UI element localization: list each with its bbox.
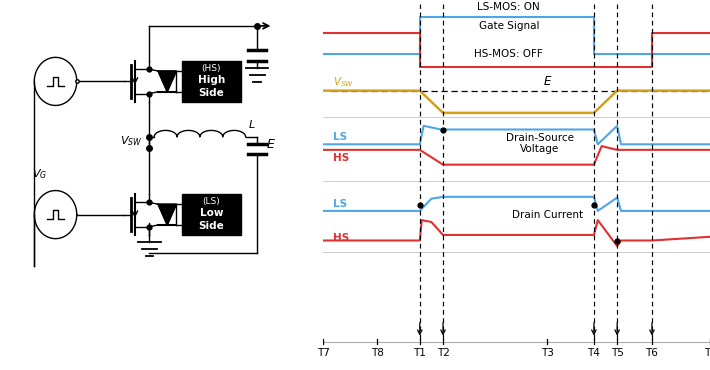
Text: $V_{SW}$: $V_{SW}$ xyxy=(120,134,143,148)
Text: E: E xyxy=(267,138,275,151)
Text: (HS): (HS) xyxy=(202,64,221,73)
Text: T3: T3 xyxy=(541,348,554,358)
Text: T7: T7 xyxy=(704,348,710,358)
Text: Gate Signal: Gate Signal xyxy=(479,21,539,31)
Text: T6: T6 xyxy=(645,348,658,358)
Text: T5: T5 xyxy=(611,348,623,358)
Text: LS-MOS: ON: LS-MOS: ON xyxy=(477,2,540,13)
Text: $V_G$: $V_G$ xyxy=(31,168,47,181)
Text: HS: HS xyxy=(333,153,349,163)
FancyBboxPatch shape xyxy=(182,61,241,102)
Polygon shape xyxy=(158,204,176,225)
Text: HS-MOS: OFF: HS-MOS: OFF xyxy=(474,48,543,59)
Text: LS: LS xyxy=(333,132,347,142)
Text: T7: T7 xyxy=(317,348,329,358)
Text: Side: Side xyxy=(198,221,224,231)
Text: T1: T1 xyxy=(413,348,426,358)
Text: HS: HS xyxy=(333,233,349,243)
Text: T4: T4 xyxy=(587,348,601,358)
Polygon shape xyxy=(158,71,176,92)
Text: Drain Current: Drain Current xyxy=(512,209,583,220)
Text: (LS): (LS) xyxy=(202,197,220,206)
Text: T8: T8 xyxy=(371,348,383,358)
Text: Low: Low xyxy=(200,208,223,218)
Text: Drain-Source
Voltage: Drain-Source Voltage xyxy=(506,132,574,154)
Text: T2: T2 xyxy=(437,348,449,358)
Text: LS: LS xyxy=(333,199,347,209)
Text: Side: Side xyxy=(198,87,224,98)
Text: L: L xyxy=(249,120,255,130)
Text: E: E xyxy=(544,75,551,88)
Text: $V_{SW}$: $V_{SW}$ xyxy=(333,75,354,89)
Text: High: High xyxy=(197,74,225,85)
FancyBboxPatch shape xyxy=(182,194,241,235)
